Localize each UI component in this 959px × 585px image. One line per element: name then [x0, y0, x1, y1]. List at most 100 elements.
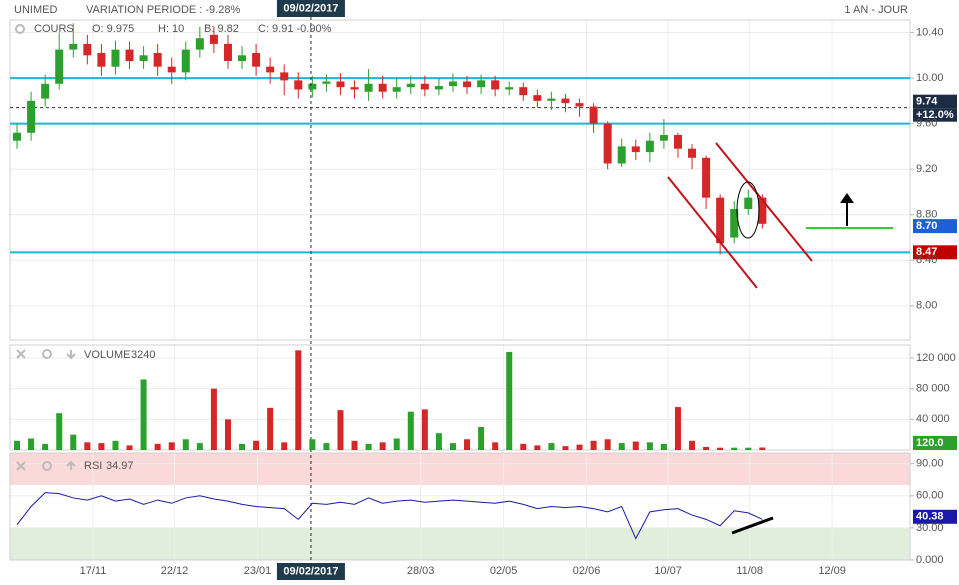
crosshair-label: 09/02/2017: [283, 2, 338, 14]
legend-value: 3240: [131, 349, 155, 361]
variation: VARIATION PERIODE : -9.28%: [86, 4, 240, 16]
volume-bar: [140, 379, 147, 450]
price-badge: [913, 219, 957, 234]
zones: [10, 453, 910, 560]
rsi-badge-text: 40.38: [916, 511, 944, 523]
volume-bar: [224, 419, 231, 450]
volume-bar: [14, 440, 21, 450]
candle-body: [716, 197, 725, 244]
change-badge-text: +12.0%: [916, 109, 954, 121]
candle-body: [491, 80, 500, 90]
arrow-head: [840, 193, 854, 203]
candle-body: [125, 49, 134, 61]
volume-bar: [660, 443, 667, 450]
volume-bar: [646, 442, 653, 450]
candle-body: [223, 43, 232, 61]
volume-bar: [84, 442, 91, 450]
zone: [10, 527, 910, 560]
rsi-badge: [913, 509, 957, 524]
volume-bar: [632, 441, 639, 450]
last-badge: [913, 94, 957, 109]
candle-body: [702, 157, 711, 198]
candle-body: [336, 81, 345, 88]
candle-body: [603, 123, 612, 164]
period: 1 AN - JOUR: [844, 4, 908, 16]
volume-bar: [28, 438, 35, 450]
volume-bar: [464, 439, 471, 450]
candle-body: [434, 86, 443, 90]
volume-bar: [196, 443, 203, 450]
volume-bar: [323, 443, 330, 450]
volume-bar: [182, 439, 189, 450]
y-tick-label: 10.40: [916, 26, 944, 38]
volume-bar: [576, 444, 583, 450]
y-tick-label: 8.40: [916, 254, 937, 266]
volume-bar: [449, 443, 456, 450]
volume-bar: [689, 440, 696, 450]
volume-bar: [154, 443, 161, 450]
channel-line: [667, 176, 758, 289]
candle-body: [533, 95, 542, 101]
y-tick-label: 9.60: [916, 118, 937, 130]
candle-body: [659, 135, 668, 141]
candle-body: [730, 209, 739, 238]
legend-name: VOLUME: [84, 349, 130, 361]
candle-body: [519, 87, 528, 96]
x-tick-label: 12/09: [818, 565, 846, 577]
y-tick-label: 40 000: [916, 413, 950, 425]
candle-body: [688, 148, 697, 158]
volume-bar: [379, 442, 386, 450]
candle-body: [350, 87, 359, 90]
volume-bar: [759, 447, 766, 450]
volume-bar: [239, 443, 246, 450]
x-tick-label: 28/03: [407, 565, 435, 577]
symbol: UNIMED: [14, 4, 57, 16]
volume-bar: [534, 445, 541, 450]
candle-body: [238, 55, 247, 61]
candle-body: [322, 81, 331, 84]
last-badge-text: 9.74: [916, 96, 938, 108]
volume-bar: [56, 413, 63, 450]
crosshair-badge: [276, 563, 345, 580]
candle-body: [631, 146, 640, 153]
candle-body: [617, 146, 626, 164]
marks: 09/02/2017 09/02/2017 9.74+12.0% 8.70 8.47 12…: [10, 0, 957, 580]
candle-body: [97, 53, 106, 67]
volume-bar: [674, 407, 681, 450]
y-tick-label: 80 000: [916, 383, 950, 395]
panel-icons: [15, 24, 76, 471]
candle-body: [153, 53, 162, 67]
candle-body: [547, 98, 556, 101]
y-tick-label: 10.00: [916, 72, 944, 84]
y-tick-label: 0.000: [916, 554, 944, 566]
volume-bar: [407, 411, 414, 450]
volume-badge: [913, 436, 957, 450]
annotations: [667, 142, 893, 535]
volume-bar: [42, 443, 49, 450]
candle-body: [420, 83, 429, 90]
y-tick-label: 90.00: [916, 458, 944, 470]
volume-bar: [253, 440, 260, 450]
rsi-panel: [9, 452, 911, 561]
volume-bar: [492, 442, 499, 450]
y-tick-label: 120 000: [916, 352, 956, 364]
x-tick-label: 11/08: [736, 565, 763, 577]
volume-bar: [717, 447, 724, 450]
rsi-line: [16, 492, 763, 540]
candle-body: [13, 132, 22, 141]
volume-bar: [168, 442, 175, 450]
candle-body: [463, 81, 472, 88]
divergence-line: [731, 516, 774, 535]
candle-body: [364, 83, 373, 92]
legend-value: 34.97: [106, 460, 134, 472]
volume-bar: [435, 433, 442, 450]
volume-panel: [9, 344, 911, 451]
candle-body: [673, 135, 682, 149]
candle-body: [181, 49, 190, 73]
legend-name: RSI: [84, 460, 102, 472]
volume-bar: [351, 440, 358, 450]
volume-bar: [126, 445, 133, 450]
y-tick-label: 8.80: [916, 209, 937, 221]
zone: [10, 453, 910, 486]
